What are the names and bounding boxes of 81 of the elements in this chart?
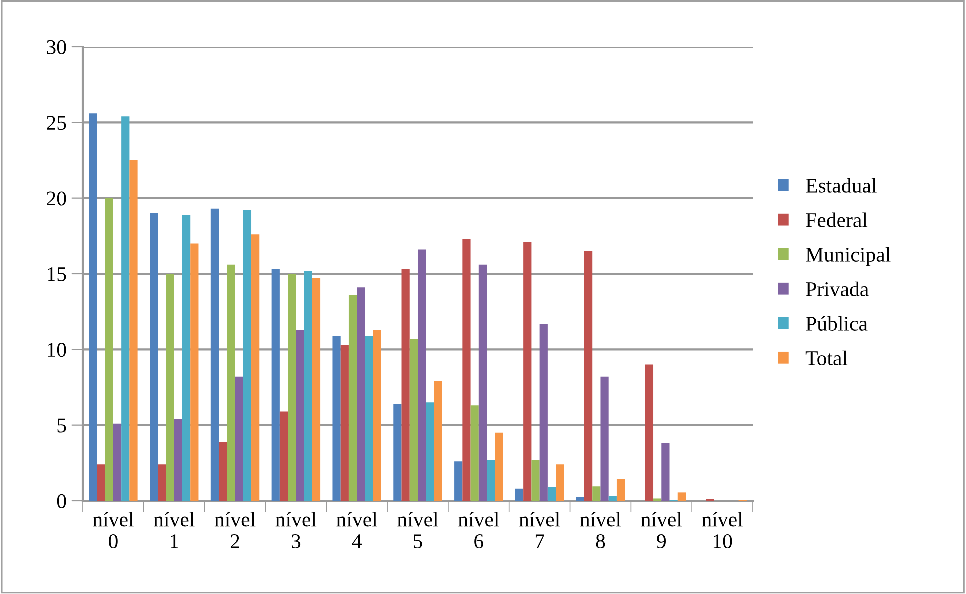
bar — [592, 486, 601, 501]
legend-label: Privada — [806, 282, 869, 296]
bar — [524, 242, 532, 501]
legend-label: Estadual — [806, 178, 877, 193]
legend-label: Federal — [806, 212, 868, 228]
bar — [280, 412, 288, 501]
bar — [243, 210, 252, 501]
bar — [426, 402, 434, 501]
x-tick-label: nível 0 — [93, 512, 134, 549]
bar — [332, 336, 341, 501]
x-tick-label: nível 4 — [336, 512, 378, 548]
bar — [576, 497, 584, 501]
bar — [166, 274, 174, 501]
bar — [662, 443, 670, 501]
bar — [210, 208, 220, 501]
bar — [532, 460, 540, 501]
x-tick-label: nível 7 — [519, 512, 560, 548]
bar — [462, 239, 471, 501]
x-tick-label: nível 1 — [154, 512, 195, 548]
x-tick-label: nível 3 — [276, 512, 317, 549]
bar — [348, 295, 358, 501]
bar — [608, 496, 617, 501]
bar — [418, 250, 426, 501]
bar — [678, 492, 686, 501]
bar — [487, 460, 496, 501]
y-tick-label: 15 — [48, 267, 66, 282]
bar — [645, 364, 654, 501]
x-tick-label: nível 6 — [458, 512, 500, 549]
bar — [616, 479, 626, 501]
bar — [182, 214, 191, 501]
bar — [600, 376, 609, 501]
bar — [584, 251, 593, 501]
bar — [454, 462, 463, 501]
bar — [122, 116, 130, 501]
bar — [113, 424, 122, 501]
x-tick-label: nível 8 — [580, 512, 622, 549]
x-tick-label: nível 2 — [214, 512, 256, 548]
y-tick-label: 10 — [48, 343, 66, 358]
bar — [556, 464, 564, 501]
bar — [434, 381, 442, 501]
legend-label: Pública — [806, 316, 868, 331]
y-tick-label: 20 — [47, 192, 66, 206]
legend-label: Municipal — [806, 247, 891, 266]
bar — [478, 264, 488, 501]
legend-label: Total — [806, 350, 848, 366]
bar — [105, 198, 114, 501]
bar — [548, 487, 556, 501]
bar — [150, 213, 158, 501]
bar — [97, 464, 106, 501]
bar — [540, 324, 548, 501]
x-tick-label: nível 9 — [641, 512, 682, 549]
bar — [219, 442, 228, 501]
bar — [340, 345, 349, 501]
bar — [495, 432, 504, 501]
bar — [402, 269, 410, 501]
bar — [235, 376, 244, 501]
bar — [373, 330, 382, 501]
bar — [470, 406, 479, 501]
bar — [158, 464, 166, 501]
y-tick-label: 5 — [58, 418, 66, 433]
y-tick-label: 0 — [57, 494, 66, 508]
y-tick-label: 25 — [47, 116, 66, 130]
bar — [130, 160, 138, 501]
bar — [410, 339, 418, 501]
bar — [174, 419, 182, 501]
bar — [288, 274, 296, 501]
bar — [89, 114, 98, 501]
x-tick-label: nível 10 — [702, 512, 743, 549]
bar — [252, 234, 260, 501]
bar — [515, 488, 524, 501]
x-tick-label: nível 5 — [398, 512, 438, 549]
bar — [357, 288, 366, 501]
y-tick-label: 30 — [47, 40, 66, 54]
bar — [190, 244, 199, 501]
bar — [304, 270, 312, 501]
bar — [296, 330, 304, 501]
bar — [272, 269, 280, 501]
bar — [394, 404, 402, 501]
bar — [365, 336, 374, 501]
bar — [312, 278, 321, 501]
bar — [227, 264, 236, 501]
